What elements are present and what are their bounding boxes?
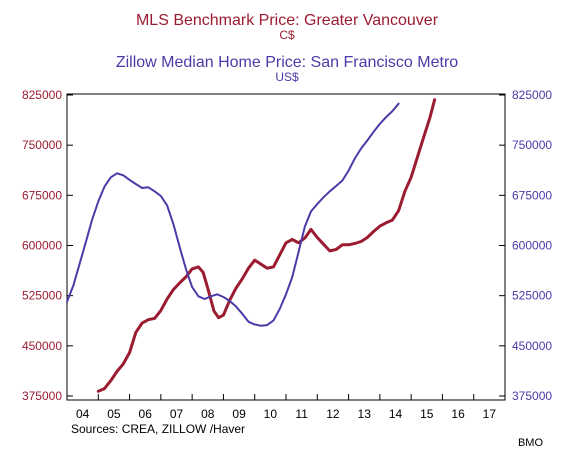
x-tick-label: 05 xyxy=(107,407,121,421)
credit-label: BMO xyxy=(518,437,544,449)
series-line-vancouver xyxy=(96,98,437,393)
x-tick-label: 17 xyxy=(483,407,497,421)
x-tick-label: 04 xyxy=(76,407,90,421)
right-tick-label: 675000 xyxy=(512,188,552,202)
x-tick-label: 08 xyxy=(201,407,215,421)
left-tick-label: 375000 xyxy=(22,389,62,403)
x-tick-label: 06 xyxy=(139,407,153,421)
x-tick-label: 12 xyxy=(326,407,340,421)
plot-frame xyxy=(66,93,506,401)
right-tick-label: 750000 xyxy=(512,138,552,152)
right-tick-label: 525000 xyxy=(512,289,552,303)
x-tick-label: 11 xyxy=(295,407,308,421)
unit-vancouver: C$ xyxy=(279,28,295,42)
series-layer xyxy=(66,98,437,393)
left-tick-label: 450000 xyxy=(22,339,62,353)
x-axis: 04 05 06 07 08 09 10 11 12 13 14 15 16 17 xyxy=(66,394,506,421)
x-tick-label: 07 xyxy=(170,407,184,421)
right-tick-label: 450000 xyxy=(512,339,552,353)
x-tick-label: 14 xyxy=(389,407,403,421)
unit-san-francisco: US$ xyxy=(275,70,299,84)
series-line-san-francisco xyxy=(66,102,400,327)
right-tick-label: 825000 xyxy=(512,88,552,102)
x-tick-label: 10 xyxy=(264,407,278,421)
left-tick-label: 675000 xyxy=(22,188,62,202)
source-note: Sources: CREA, ZILLOW /Haver xyxy=(71,422,245,436)
left-axis: 825000 750000 675000 600000 525000 450000 3750… xyxy=(22,88,73,403)
left-tick-label: 600000 xyxy=(22,239,62,253)
left-tick-label: 525000 xyxy=(22,289,62,303)
x-tick-label: 15 xyxy=(420,407,434,421)
title-san-francisco: Zillow Median Home Price: San Francisco … xyxy=(116,54,458,71)
x-tick-label: 09 xyxy=(232,407,246,421)
x-tick-label: 16 xyxy=(451,407,465,421)
title-vancouver: MLS Benchmark Price: Greater Vancouver xyxy=(136,12,439,29)
right-tick-label: 375000 xyxy=(512,389,552,403)
right-axis: 825000 750000 675000 600000 525000 450000 3750… xyxy=(499,88,552,403)
left-tick-label: 750000 xyxy=(22,138,62,152)
right-tick-label: 600000 xyxy=(512,239,552,253)
x-tick-label: 13 xyxy=(358,407,372,421)
left-tick-label: 825000 xyxy=(22,88,62,102)
